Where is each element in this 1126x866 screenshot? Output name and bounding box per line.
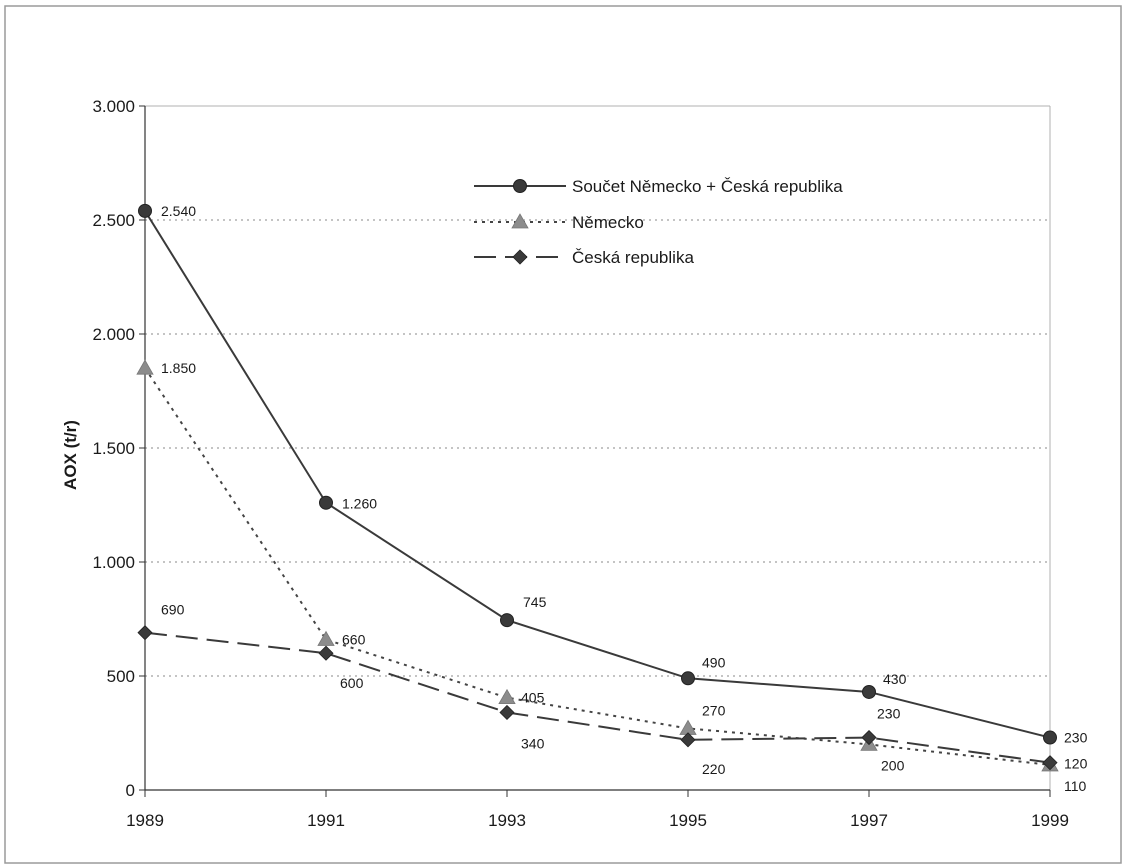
y-tick-label: 2.500 bbox=[92, 211, 135, 230]
grid bbox=[145, 219, 1050, 677]
data-labels: 2.540 1.260 745 490 430 230 1.850 660 405 270 200 1… bbox=[161, 203, 1088, 794]
data-label: 230 bbox=[877, 706, 901, 722]
data-point-soucet bbox=[500, 613, 514, 628]
x-tick-label: 1993 bbox=[488, 811, 526, 830]
legend-label: Součet Německo + Česká republika bbox=[572, 177, 843, 196]
x-tick-label: 1999 bbox=[1031, 811, 1069, 830]
data-point-soucet bbox=[138, 203, 152, 218]
data-label: 110 bbox=[1064, 778, 1087, 794]
data-label: 1.260 bbox=[342, 496, 377, 512]
y-tick-label: 500 bbox=[107, 667, 135, 686]
data-label: 690 bbox=[161, 602, 185, 618]
data-label: 230 bbox=[1064, 730, 1088, 746]
data-label: 430 bbox=[883, 671, 907, 687]
data-label: 745 bbox=[523, 594, 547, 610]
x-tick-label: 1989 bbox=[126, 811, 164, 830]
data-point-soucet bbox=[319, 495, 333, 510]
data-point-ceska-republika bbox=[318, 645, 334, 661]
legend-marker-ceska-republika bbox=[512, 249, 528, 265]
y-tick-label: 2.000 bbox=[92, 325, 135, 344]
y-tick-label: 1.000 bbox=[92, 553, 135, 572]
data-label: 220 bbox=[702, 761, 726, 777]
series bbox=[136, 203, 1059, 772]
data-label: 2.540 bbox=[161, 203, 196, 219]
x-tick-label: 1997 bbox=[850, 811, 888, 830]
data-label: 660 bbox=[342, 632, 366, 648]
legend: Součet Německo + Česká republika Německo Č… bbox=[474, 177, 843, 267]
data-point-ceska-republika bbox=[137, 625, 153, 641]
data-label: 120 bbox=[1064, 756, 1088, 772]
data-point-ceska-republika bbox=[861, 729, 877, 746]
data-point-nemecko bbox=[498, 688, 516, 705]
data-label: 1.850 bbox=[161, 360, 196, 376]
data-label: 200 bbox=[881, 757, 905, 773]
series-line-2 bbox=[144, 367, 1051, 766]
data-label: 490 bbox=[702, 654, 726, 670]
data-label: 340 bbox=[521, 735, 545, 751]
data-label: 405 bbox=[521, 690, 545, 706]
axes: 0 500 1.000 1.500 2.000 2.500 3.000 1989 1991 199… bbox=[92, 97, 1068, 830]
data-point-nemecko bbox=[136, 359, 154, 375]
x-tick-label: 1995 bbox=[669, 811, 707, 830]
y-axis-title: AOX (t/r) bbox=[61, 420, 80, 490]
legend-label: Německo bbox=[572, 213, 644, 232]
data-point-soucet bbox=[1043, 730, 1057, 745]
data-point-ceska-republika bbox=[1042, 755, 1058, 771]
data-point-soucet bbox=[862, 684, 876, 699]
legend-label: Česká republika bbox=[572, 248, 694, 267]
series-line-1 bbox=[144, 210, 1051, 739]
data-point-ceska-republika bbox=[680, 732, 696, 748]
x-tick-label: 1991 bbox=[307, 811, 345, 830]
y-tick-label: 3.000 bbox=[92, 97, 135, 116]
legend-marker-soucet bbox=[513, 179, 527, 193]
data-point-ceska-republika bbox=[499, 704, 515, 721]
y-tick-label: 0 bbox=[126, 781, 135, 800]
legend-marker-nemecko bbox=[511, 213, 529, 229]
data-point-nemecko bbox=[317, 630, 335, 646]
data-point-soucet bbox=[681, 671, 695, 686]
outer-frame bbox=[4, 5, 1122, 864]
y-tick-label: 1.500 bbox=[92, 439, 135, 458]
data-label: 270 bbox=[702, 702, 726, 718]
data-label: 600 bbox=[340, 675, 364, 691]
